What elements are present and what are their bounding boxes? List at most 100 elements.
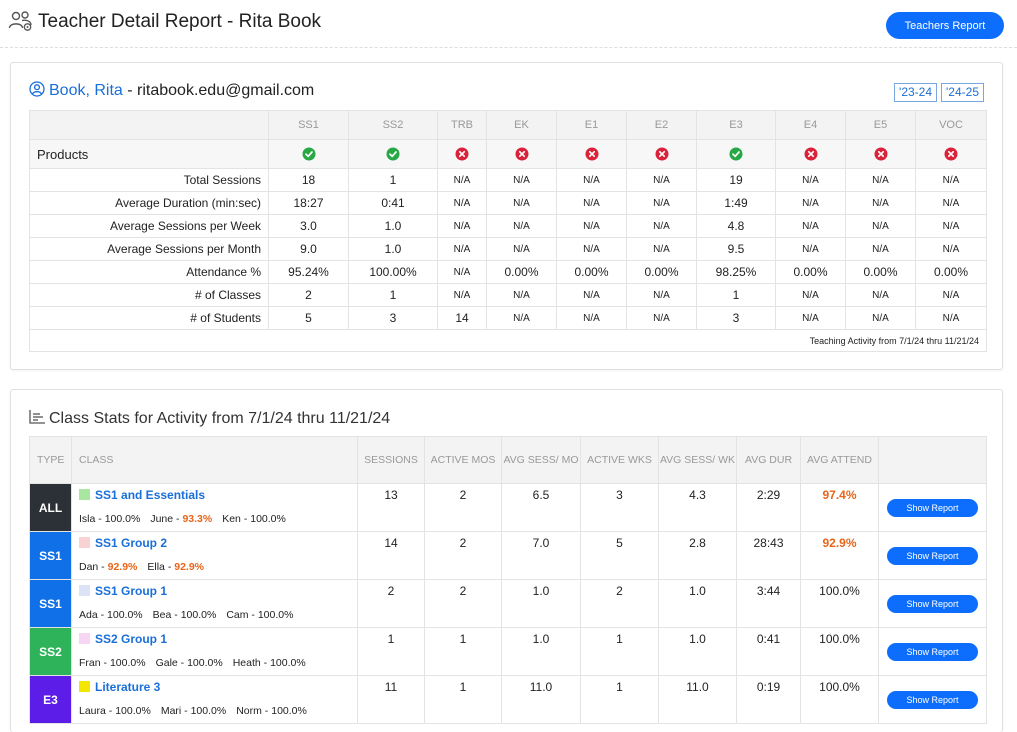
year-button-23-24[interactable]: '23-24 (894, 83, 938, 102)
stat-row: # of Classes 2 1 N/A N/A N/A N/A 1 N/A N/A N/A (29, 283, 987, 307)
product-status-cell (268, 139, 349, 169)
stat-value-cell: N/A (775, 283, 846, 307)
class-sessions-cell: 2 (357, 579, 425, 628)
class-sessions-cell: 14 (357, 531, 425, 580)
teachers-report-button[interactable]: Teachers Report (886, 12, 1004, 39)
class-row: SS1 SS1 Group 2 14 2 7.0 5 2.8 28:43 92.9% Show R… (29, 531, 987, 580)
stat-value-cell: N/A (437, 283, 487, 307)
class-students-cell: Isla - 100.0% June - 93.3% Ken - 100.0% (71, 506, 358, 532)
stat-value-cell: N/A (626, 191, 697, 215)
class-students-row: Dan - 92.9% Ella - 92.9% (30, 554, 987, 580)
show-report-button[interactable]: Show Report (887, 498, 978, 517)
year-button-24-25[interactable]: '24-25 (941, 83, 984, 102)
class-students-cell: Dan - 92.9% Ella - 92.9% (71, 554, 358, 580)
class-avg-sess-wk-cell: 4.3 (658, 483, 737, 532)
page-title: Teacher Detail Report - Rita Book (38, 11, 322, 32)
student-attendance: 100.0% (257, 608, 294, 621)
class-column-header: AVG SESS/ MO (501, 436, 581, 484)
stat-value-cell: N/A (915, 306, 987, 330)
stat-value-cell: N/A (486, 214, 557, 238)
student-entry: Ella - 92.9% (147, 560, 205, 573)
student-name: Norm (236, 704, 262, 717)
stat-value-cell: 18 (268, 168, 349, 192)
student-entry: Mari - 100.0% (160, 704, 227, 717)
show-report-button[interactable]: Show Report (887, 594, 978, 613)
class-color-swatch (79, 585, 90, 597)
stat-value-cell: 5 (268, 306, 349, 330)
teacher-email: ritabook.edu@gmail.com (137, 82, 315, 99)
show-report-cell: Show Report (878, 579, 987, 628)
stat-row-label: Average Sessions per Week (29, 214, 269, 238)
year-selector: '23-24 '24-25 (894, 83, 984, 102)
teacher-group-icon (8, 11, 32, 31)
class-sessions-cell: 13 (357, 483, 425, 532)
class-students-row: Ada - 100.0% Bea - 100.0% Cam - 100.0% (30, 602, 987, 628)
name-separator: - (122, 82, 138, 99)
stat-value-cell: N/A (915, 168, 987, 192)
stat-row-label: Total Sessions (29, 168, 269, 192)
student-attendance: 100.0% (115, 704, 151, 717)
class-type-badge: SS1 (29, 579, 72, 628)
class-name-link[interactable]: SS1 Group 2 (95, 536, 168, 551)
student-attendance: 92.9% (107, 560, 138, 573)
check-circle-icon (386, 147, 400, 161)
teaching-activity-footnote: Teaching Activity from 7/1/24 thru 11/21… (29, 329, 987, 352)
student-attendance: 100.0% (190, 704, 227, 717)
student-entry: Cam - 100.0% (226, 608, 294, 621)
teacher-summary-card: Book, Rita - ritabook.edu@gmail.com '23-… (10, 62, 1003, 370)
stat-value-cell: N/A (556, 283, 627, 307)
class-avg-dur-cell: 3:44 (736, 579, 801, 628)
stat-value-cell: 0.00% (556, 260, 627, 284)
product-column-header: SS1 (268, 110, 349, 140)
class-name-link[interactable]: SS1 and Essentials (95, 488, 206, 503)
show-report-button[interactable]: Show Report (887, 546, 978, 565)
class-row: SS2 SS2 Group 1 1 1 1.0 1 1.0 0:41 100.0% Show Re… (29, 627, 987, 676)
class-name-link[interactable]: SS1 Group 1 (95, 584, 168, 599)
class-active-wks-cell: 2 (580, 579, 659, 628)
bar-chart-icon (29, 410, 45, 424)
stat-value-cell: N/A (626, 283, 697, 307)
stat-value-cell: N/A (486, 237, 557, 261)
student-attendance: 100.0% (270, 656, 306, 669)
stat-row-label: Average Duration (min:sec) (29, 191, 269, 215)
product-status-cell (348, 139, 438, 169)
footnote-row: Teaching Activity from 7/1/24 thru 11/21… (29, 329, 987, 352)
class-name-link[interactable]: SS2 Group 1 (95, 632, 168, 647)
stat-value-cell: 3 (696, 306, 776, 330)
class-avg-sess-mo-cell: 1.0 (501, 627, 581, 676)
stat-value-cell: 1.0 (348, 214, 438, 238)
corner-cell (29, 110, 269, 140)
class-sessions-cell: 11 (357, 675, 425, 724)
class-type-badge: SS2 (29, 627, 72, 676)
student-entry: Bea - 100.0% (152, 608, 217, 621)
stat-value-cell: N/A (775, 306, 846, 330)
show-report-button[interactable]: Show Report (887, 642, 978, 661)
stat-value-cell: N/A (775, 237, 846, 261)
show-report-cell: Show Report (878, 531, 987, 580)
class-avg-attend-cell: 100.0% (800, 627, 879, 676)
student-entry: Gale - 100.0% (155, 656, 223, 669)
stat-value-cell: 4.8 (696, 214, 776, 238)
stat-value-cell: 1 (348, 283, 438, 307)
class-avg-sess-wk-cell: 1.0 (658, 627, 737, 676)
show-report-button[interactable]: Show Report (887, 690, 978, 709)
stat-value-cell: 2 (268, 283, 349, 307)
product-status-cell (775, 139, 846, 169)
student-entry: Laura - 100.0% (79, 704, 151, 717)
student-attendance: 100.0% (180, 608, 217, 621)
product-status-cell (437, 139, 487, 169)
stat-value-cell: N/A (775, 168, 846, 192)
stat-value-cell: 0:41 (348, 191, 438, 215)
student-attendance: 93.3% (182, 512, 213, 525)
class-avg-sess-wk-cell: 11.0 (658, 675, 737, 724)
stat-row: Average Sessions per Month 9.0 1.0 N/A N/A N/… (29, 237, 987, 261)
class-column-header: CLASS (71, 436, 358, 484)
stat-value-cell: 0.00% (915, 260, 987, 284)
product-column-header: VOC (915, 110, 987, 140)
class-name-link[interactable]: Literature 3 (95, 680, 161, 695)
student-entry: Isla - 100.0% (79, 512, 141, 525)
stat-value-cell: 0.00% (775, 260, 846, 284)
teacher-name-link[interactable]: Book, Rita (49, 82, 123, 99)
product-column-header: SS2 (348, 110, 438, 140)
stat-value-cell: N/A (845, 306, 916, 330)
